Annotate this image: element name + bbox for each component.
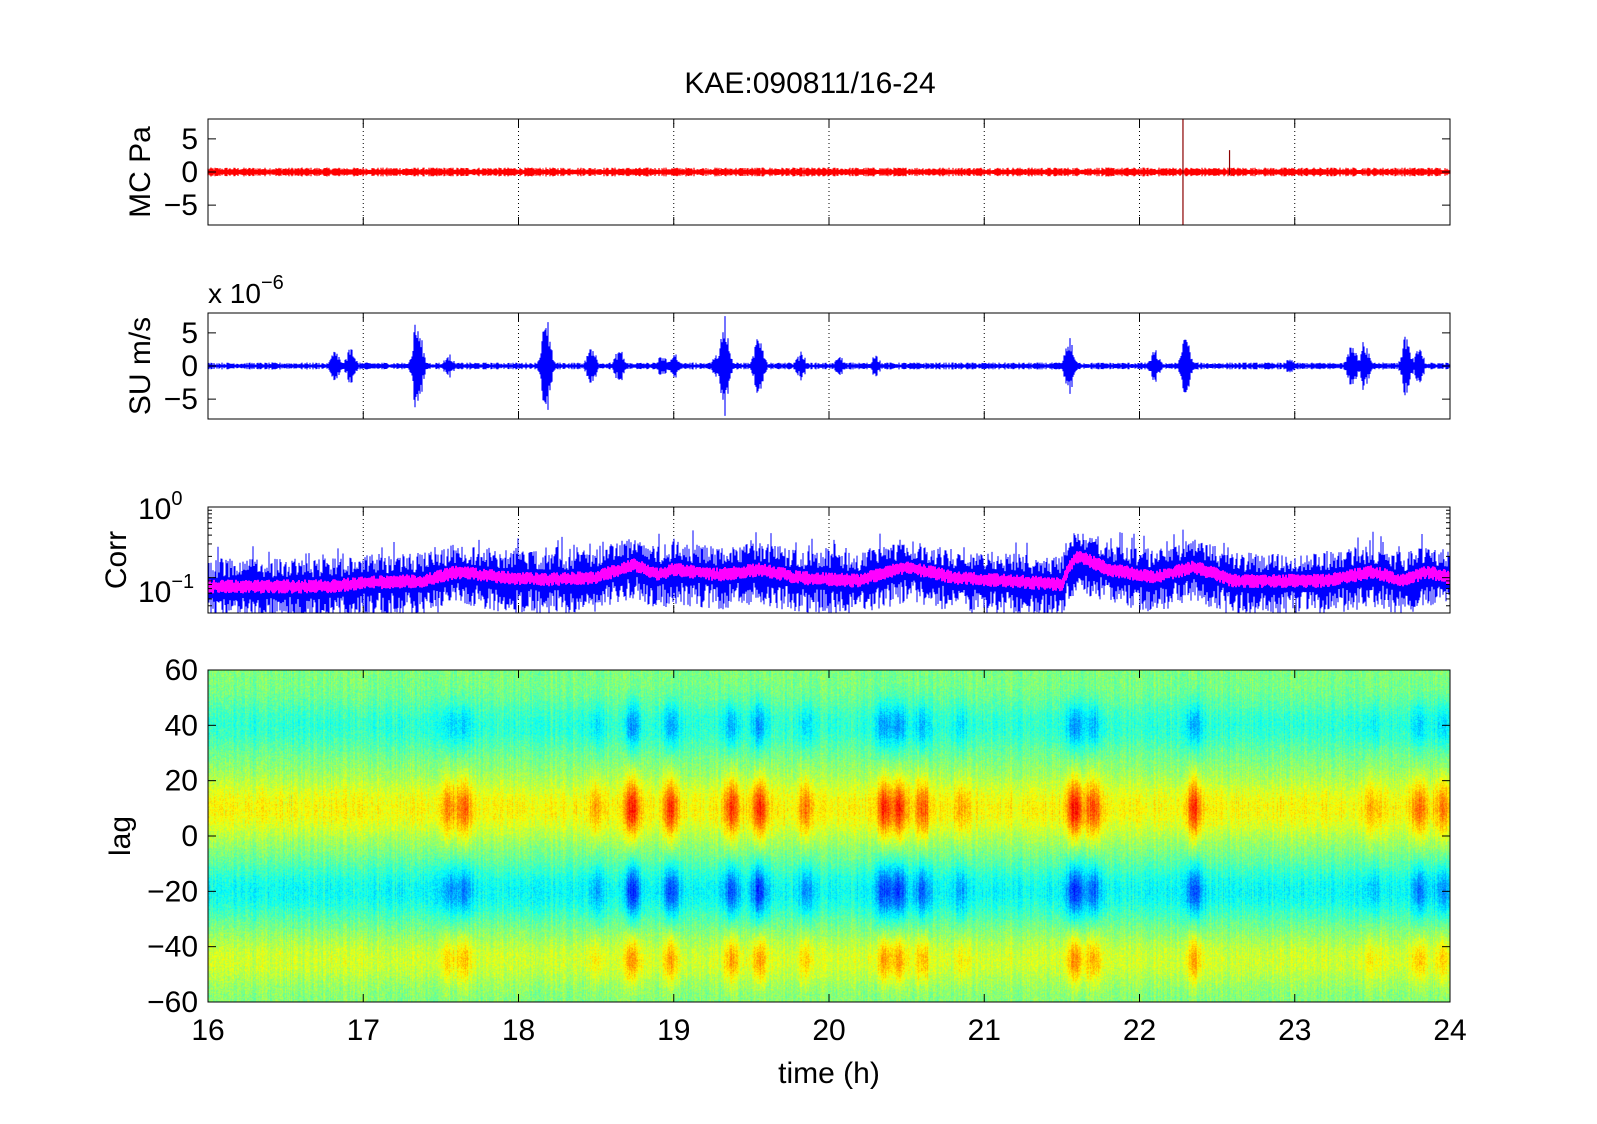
- x-tick-label: 23: [1278, 1014, 1311, 1047]
- correlation-ytick-bottom-power: −1: [171, 571, 194, 593]
- lag-heatmap: [208, 670, 1450, 1002]
- y-tick-label: −40: [147, 931, 198, 964]
- lag-y-ticks: 60 40 20 0 −20 −40 −60: [147, 654, 1450, 1019]
- seismic-series: [207, 316, 1451, 416]
- correlation-ytick-bottom-base: 10: [138, 576, 171, 609]
- seismic-y-ticks: 50−5: [164, 317, 1450, 416]
- correlation-axes-box: [207, 506, 1451, 614]
- x-tick-label: 18: [502, 1014, 535, 1047]
- x-tick-label: 22: [1123, 1014, 1156, 1047]
- y-tick-label: 60: [165, 654, 198, 687]
- correlation-panel: 100 10−1 Corr: [100, 488, 1451, 614]
- x-tick-label: 24: [1433, 1014, 1466, 1047]
- correlation-smoothed-trace: [208, 551, 1450, 594]
- pressure-ylabel: MC Pa: [124, 126, 157, 218]
- correlation-ytick-top-base: 10: [138, 493, 171, 526]
- correlation-ytick-top-power: 0: [171, 488, 182, 510]
- y-tick-label: −60: [147, 986, 198, 1019]
- x-ticks: 16 17 18 19 20 21 22 23 24: [191, 670, 1467, 1047]
- y-tick-label: 5: [181, 317, 198, 350]
- x-tick-label: 19: [657, 1014, 690, 1047]
- y-tick-label: −20: [147, 875, 198, 908]
- figure-title: KAE:090811/16-24: [684, 67, 935, 100]
- correlation-ylabel: Corr: [100, 531, 133, 589]
- lag-ylabel: lag: [104, 816, 137, 856]
- seismic-exponent-base: x 10: [208, 278, 261, 309]
- pressure-y-ticks: 50−5: [164, 123, 1450, 222]
- pressure-panel: 50−5 MC Pa: [124, 118, 1451, 226]
- x-tick-label: 17: [347, 1014, 380, 1047]
- seismic-panel: 50−5 SU m/s x 10−6: [124, 272, 1451, 420]
- x-axis-label: time (h): [778, 1057, 880, 1090]
- seismic-exponent-label: x 10−6: [208, 272, 284, 309]
- x-tick-label: 20: [812, 1014, 845, 1047]
- y-tick-label: 40: [165, 709, 198, 742]
- correlation-ytick-bottom: 10−1: [138, 571, 194, 609]
- y-tick-label: −5: [164, 383, 198, 416]
- correlation-ytick-top: 100: [138, 488, 183, 526]
- y-tick-label: 0: [181, 156, 198, 189]
- correlation-minor-ticks: [208, 506, 1450, 607]
- y-tick-label: 0: [181, 820, 198, 853]
- x-tick-label: 21: [968, 1014, 1001, 1047]
- seismic-ylabel: SU m/s: [124, 317, 157, 415]
- y-tick-label: 5: [181, 123, 198, 156]
- correlation-series: [208, 529, 1450, 613]
- y-tick-label: 20: [165, 765, 198, 798]
- x-tick-label: 16: [191, 1014, 224, 1047]
- y-tick-label: 0: [181, 350, 198, 383]
- seismic-exponent-power: −6: [261, 272, 284, 294]
- y-tick-label: −5: [164, 189, 198, 222]
